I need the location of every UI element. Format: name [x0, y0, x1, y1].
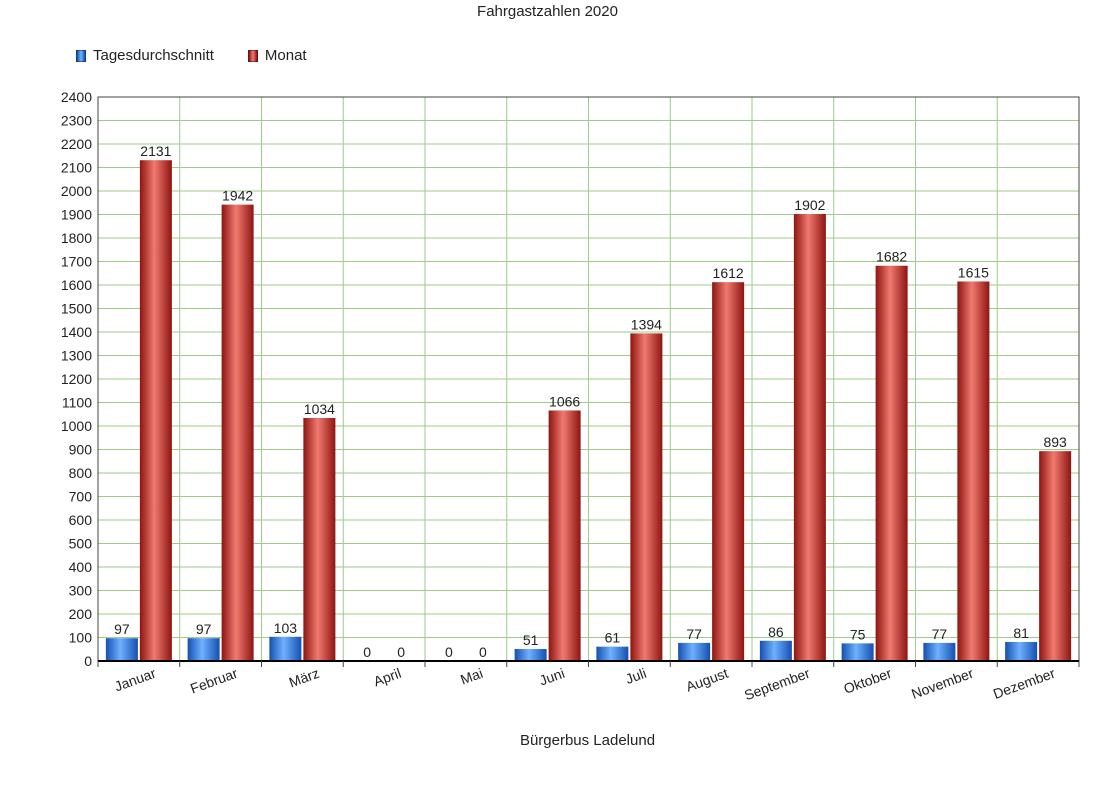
- legend-entry-tagesdurchschnitt[interactable]: Tagesdurchschnitt: [76, 47, 214, 64]
- y-tick-label: 800: [69, 465, 93, 481]
- y-tick-label: 600: [69, 512, 93, 528]
- x-tick-label: Juli: [623, 665, 648, 687]
- y-tick-label: 1600: [61, 277, 92, 293]
- x-tick-label: Februar: [188, 665, 240, 697]
- data-label: 61: [605, 630, 621, 646]
- y-tick-label: 1900: [61, 207, 92, 223]
- data-label: 0: [397, 644, 405, 660]
- y-tick-label: 1300: [61, 348, 92, 364]
- x-tick-label: Mai: [458, 665, 485, 688]
- y-tick-label: 200: [69, 606, 93, 622]
- data-label: 77: [686, 626, 702, 642]
- x-tick-label: November: [909, 665, 975, 702]
- y-tick-label: 1700: [61, 254, 92, 270]
- data-label: 1394: [631, 316, 662, 332]
- bar-tagesdurchschnitt-februar[interactable]: [187, 638, 220, 661]
- data-label: 51: [523, 632, 539, 648]
- bar-tagesdurchschnitt-september[interactable]: [759, 640, 792, 661]
- bar-monat-august[interactable]: [712, 282, 745, 661]
- bar-tagesdurchschnitt-dezember[interactable]: [1005, 641, 1038, 661]
- y-tick-label: 1500: [61, 301, 92, 317]
- legend-swatch-tagesdurchschnitt: [76, 49, 86, 62]
- y-tick-label: 1200: [61, 371, 92, 387]
- data-label: 86: [768, 624, 784, 640]
- legend-entry-monat[interactable]: Monat: [247, 47, 307, 64]
- y-tick-label: 300: [69, 583, 93, 599]
- bar-monat-juli[interactable]: [630, 333, 663, 661]
- y-tick-label: 400: [69, 559, 93, 575]
- grid-layer: [98, 96, 1079, 662]
- bar-monat-oktober[interactable]: [875, 265, 908, 661]
- bar-monat-juni[interactable]: [548, 410, 581, 661]
- data-label: 893: [1043, 434, 1067, 450]
- data-label: 1902: [794, 197, 825, 213]
- bar-monat-dezember[interactable]: [1039, 451, 1072, 661]
- x-tick-label: Dezember: [991, 665, 1057, 702]
- data-label: 0: [479, 644, 487, 660]
- y-tick-label: 2100: [61, 160, 92, 176]
- data-label: 77: [932, 626, 948, 642]
- bar-tagesdurchschnitt-juni[interactable]: [514, 649, 547, 661]
- y-tick-label: 700: [69, 489, 93, 505]
- y-tick-label: 1800: [61, 230, 92, 246]
- x-axis-title: Bürgerbus Ladelund: [519, 732, 656, 749]
- bar-monat-februar[interactable]: [221, 204, 254, 661]
- bar-monat-september[interactable]: [793, 214, 826, 661]
- bar-tagesdurchschnitt-märz[interactable]: [269, 636, 302, 661]
- data-label: 97: [196, 621, 212, 637]
- x-tick-label: August: [684, 665, 731, 695]
- axis-layer: [97, 96, 1080, 667]
- data-label: 97: [114, 621, 130, 637]
- data-label: 103: [274, 620, 298, 636]
- data-label: 2131: [140, 143, 171, 159]
- y-tick-label: 500: [69, 536, 93, 552]
- bar-monat-märz[interactable]: [303, 418, 336, 661]
- y-tick-label: 900: [69, 442, 93, 458]
- legend-label-monat: Monat: [264, 47, 307, 64]
- data-label: 75: [850, 626, 866, 642]
- x-tick-label: Januar: [112, 665, 158, 695]
- bar-tagesdurchschnitt-oktober[interactable]: [841, 643, 874, 661]
- data-label: 1682: [876, 249, 907, 265]
- y-tick-label: 0: [84, 653, 92, 669]
- chart-title: Fahrgastzahlen 2020: [477, 3, 618, 20]
- y-tick-label: 2000: [61, 183, 92, 199]
- y-tick-label: 2200: [61, 136, 92, 152]
- x-tick-label: Oktober: [841, 665, 894, 697]
- bar-monat-november[interactable]: [957, 281, 990, 661]
- bar-tagesdurchschnitt-august[interactable]: [678, 642, 711, 661]
- y-tick-label: 1100: [62, 395, 92, 411]
- data-label: 1942: [222, 188, 253, 204]
- bar-monat-januar[interactable]: [139, 160, 172, 661]
- x-tick-label: April: [371, 665, 403, 690]
- y-tick-label: 2400: [61, 89, 92, 105]
- legend-label-tagesdurchschnitt: Tagesdurchschnitt: [93, 47, 214, 64]
- y-tick-label: 100: [69, 630, 93, 646]
- data-label: 0: [445, 644, 453, 660]
- bar-tagesdurchschnitt-juli[interactable]: [596, 646, 629, 661]
- y-tick-label: 1400: [61, 324, 92, 340]
- data-label: 81: [1013, 625, 1029, 641]
- bars-layer: [105, 160, 1072, 661]
- data-label: 1615: [958, 264, 989, 280]
- bar-tagesdurchschnitt-november[interactable]: [923, 642, 956, 661]
- data-label: 0: [363, 644, 371, 660]
- y-tick-label: 1000: [61, 418, 92, 434]
- data-label: 1066: [549, 393, 580, 409]
- x-tick-label: März: [287, 665, 322, 691]
- legend-swatch-monat: [247, 49, 258, 62]
- bar-tagesdurchschnitt-januar[interactable]: [105, 638, 138, 661]
- data-label: 1034: [304, 401, 335, 417]
- x-tick-label: September: [742, 665, 812, 704]
- data-label: 1612: [713, 265, 744, 281]
- x-tick-label: Juni: [537, 665, 567, 689]
- y-tick-label: 2300: [61, 113, 92, 129]
- legend: Tagesdurchschnitt Monat: [76, 47, 341, 64]
